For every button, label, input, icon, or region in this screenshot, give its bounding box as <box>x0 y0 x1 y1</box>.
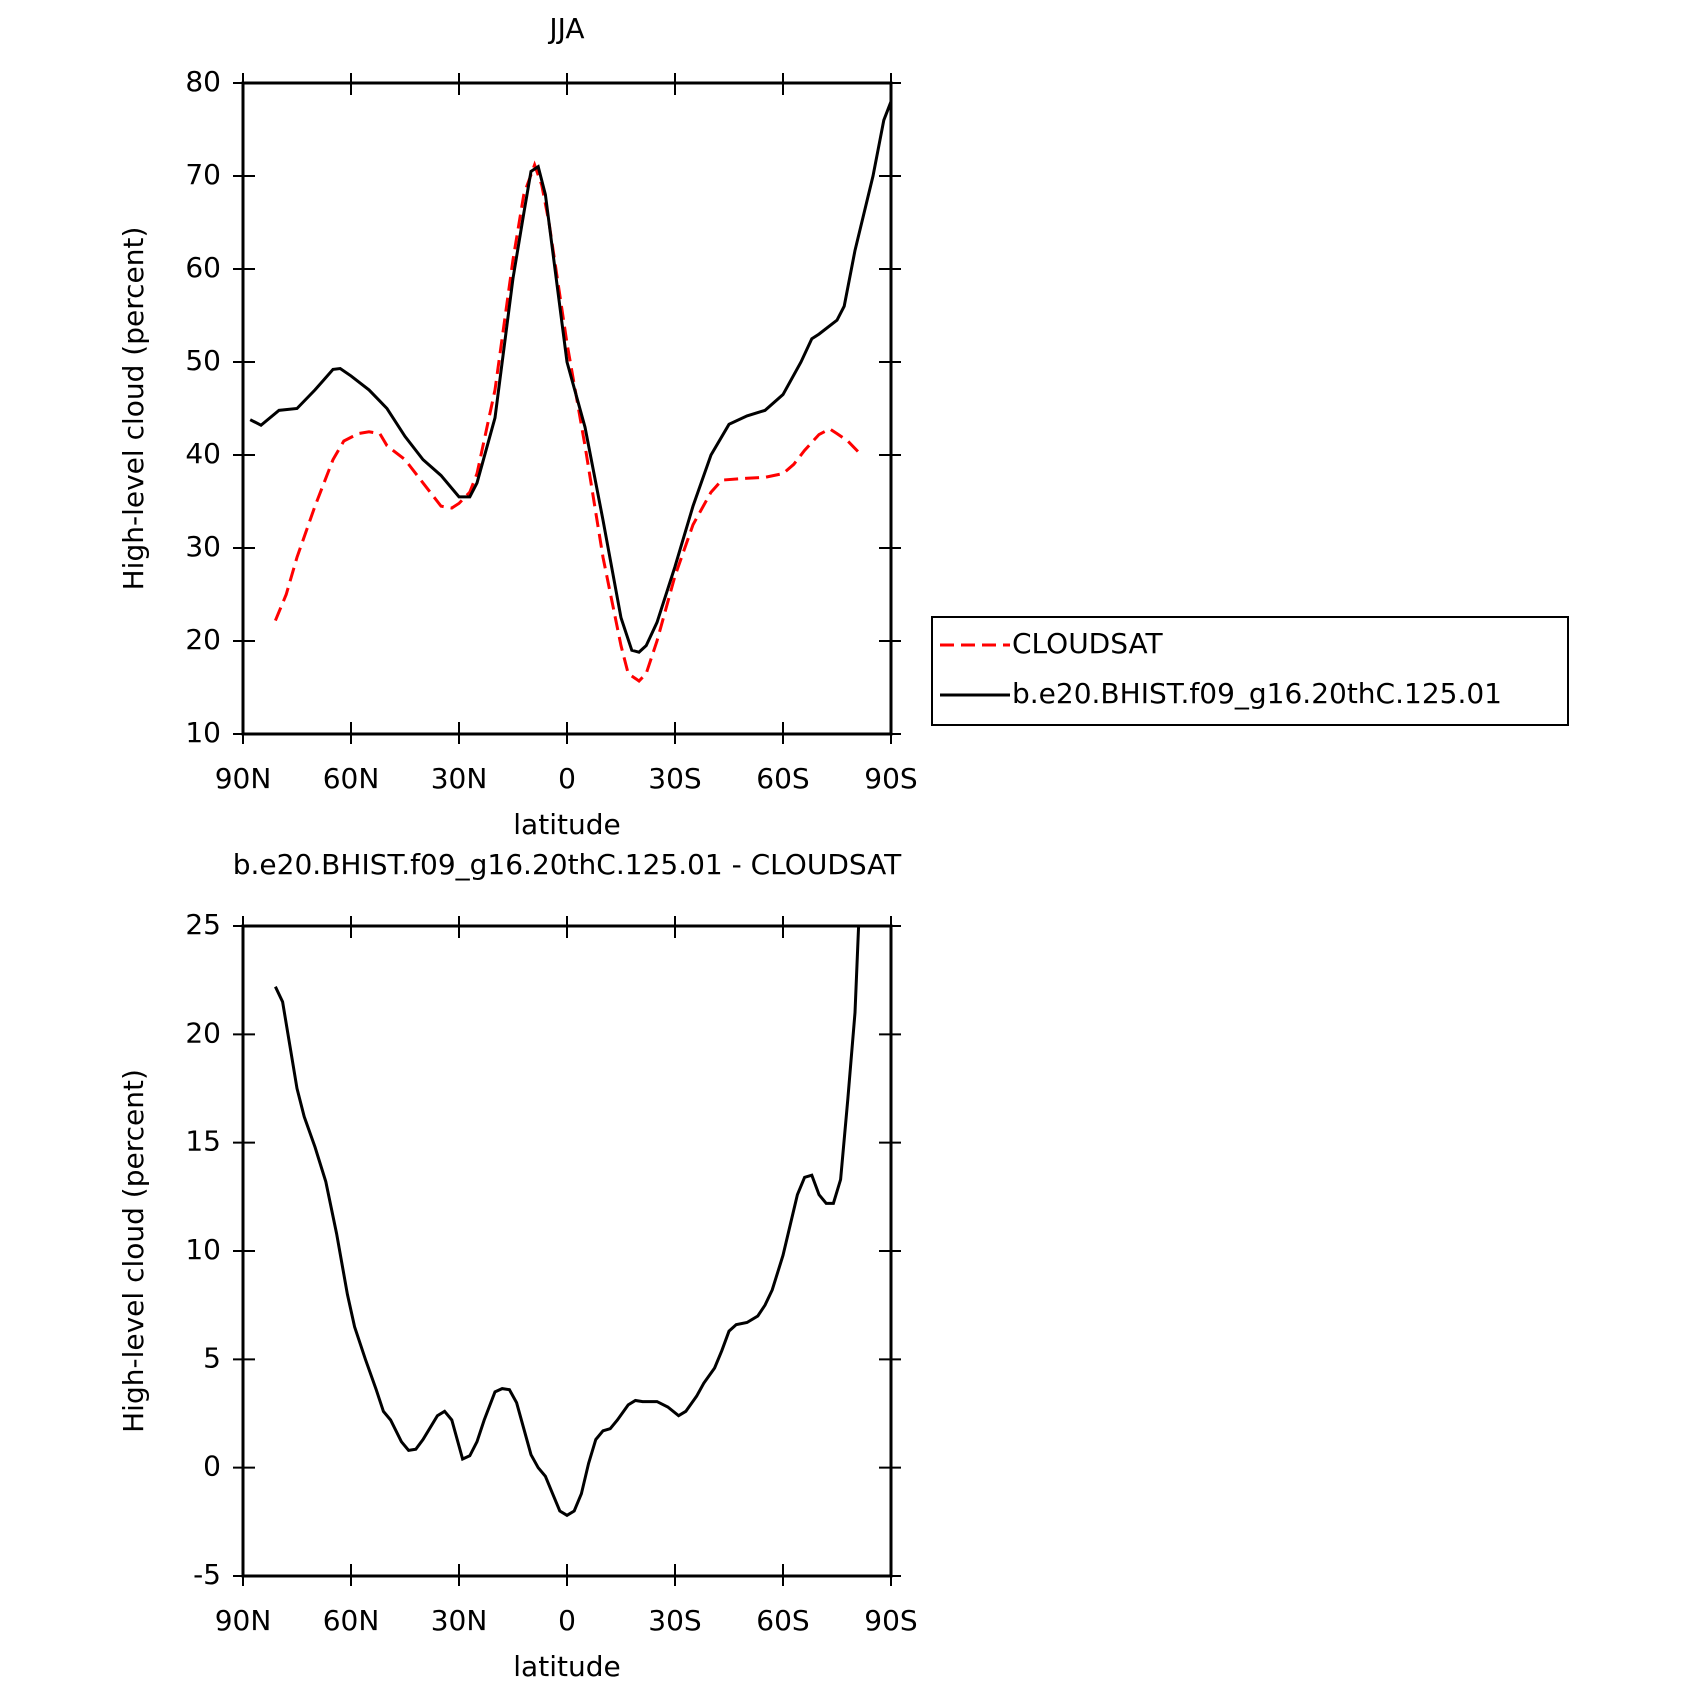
y-tick-label: 0 <box>203 1450 221 1483</box>
y-tick-label: 50 <box>185 344 221 377</box>
legend-label: b.e20.BHIST.f09_g16.20thC.125.01 <box>1012 677 1502 710</box>
x-tick-label: 60S <box>756 762 809 795</box>
plot-frame <box>241 81 893 736</box>
series-line <box>274 926 861 1518</box>
y-tick-label: 10 <box>185 716 221 749</box>
y-tick-label: -5 <box>193 1558 221 1591</box>
legend-label: CLOUDSAT <box>1012 627 1164 660</box>
y-tick-label: 20 <box>185 623 221 656</box>
chart-title: b.e20.BHIST.f09_g16.20thC.125.01 - CLOUD… <box>233 848 902 881</box>
x-axis-label: latitude <box>513 1650 620 1683</box>
y-tick-label: 40 <box>185 437 221 470</box>
x-tick-label: 60S <box>756 1604 809 1637</box>
y-axis-label: High-level cloud (percent) <box>117 227 150 591</box>
x-tick-label: 30N <box>431 762 488 795</box>
x-tick-label: 90N <box>215 1604 272 1637</box>
y-axis-label: High-level cloud (percent) <box>117 1069 150 1433</box>
y-tick-label: 25 <box>185 908 221 941</box>
y-tick-label: 60 <box>185 251 221 284</box>
y-tick-label: 5 <box>203 1341 221 1374</box>
y-tick-label: 10 <box>185 1233 221 1266</box>
series-line <box>249 101 891 654</box>
y-tick-label: 70 <box>185 158 221 191</box>
x-tick-label: 60N <box>323 1604 380 1637</box>
x-tick-label: 60N <box>323 762 380 795</box>
series-line <box>274 160 860 683</box>
x-tick-label: 30S <box>648 762 701 795</box>
y-tick-label: 15 <box>185 1125 221 1158</box>
chart-title: JJA <box>547 12 584 45</box>
x-tick-label: 30S <box>648 1604 701 1637</box>
x-tick-label: 90S <box>864 1604 917 1637</box>
legend-box <box>931 616 1569 726</box>
y-tick-label: 30 <box>185 530 221 563</box>
plot-frame <box>241 924 893 1578</box>
x-tick-label: 90N <box>215 762 272 795</box>
x-tick-label: 0 <box>558 1604 576 1637</box>
x-tick-label: 90S <box>864 762 917 795</box>
x-tick-label: 30N <box>431 1604 488 1637</box>
x-axis-label: latitude <box>513 808 620 841</box>
x-tick-label: 0 <box>558 762 576 795</box>
y-tick-label: 20 <box>185 1016 221 1049</box>
y-tick-label: 80 <box>185 65 221 98</box>
